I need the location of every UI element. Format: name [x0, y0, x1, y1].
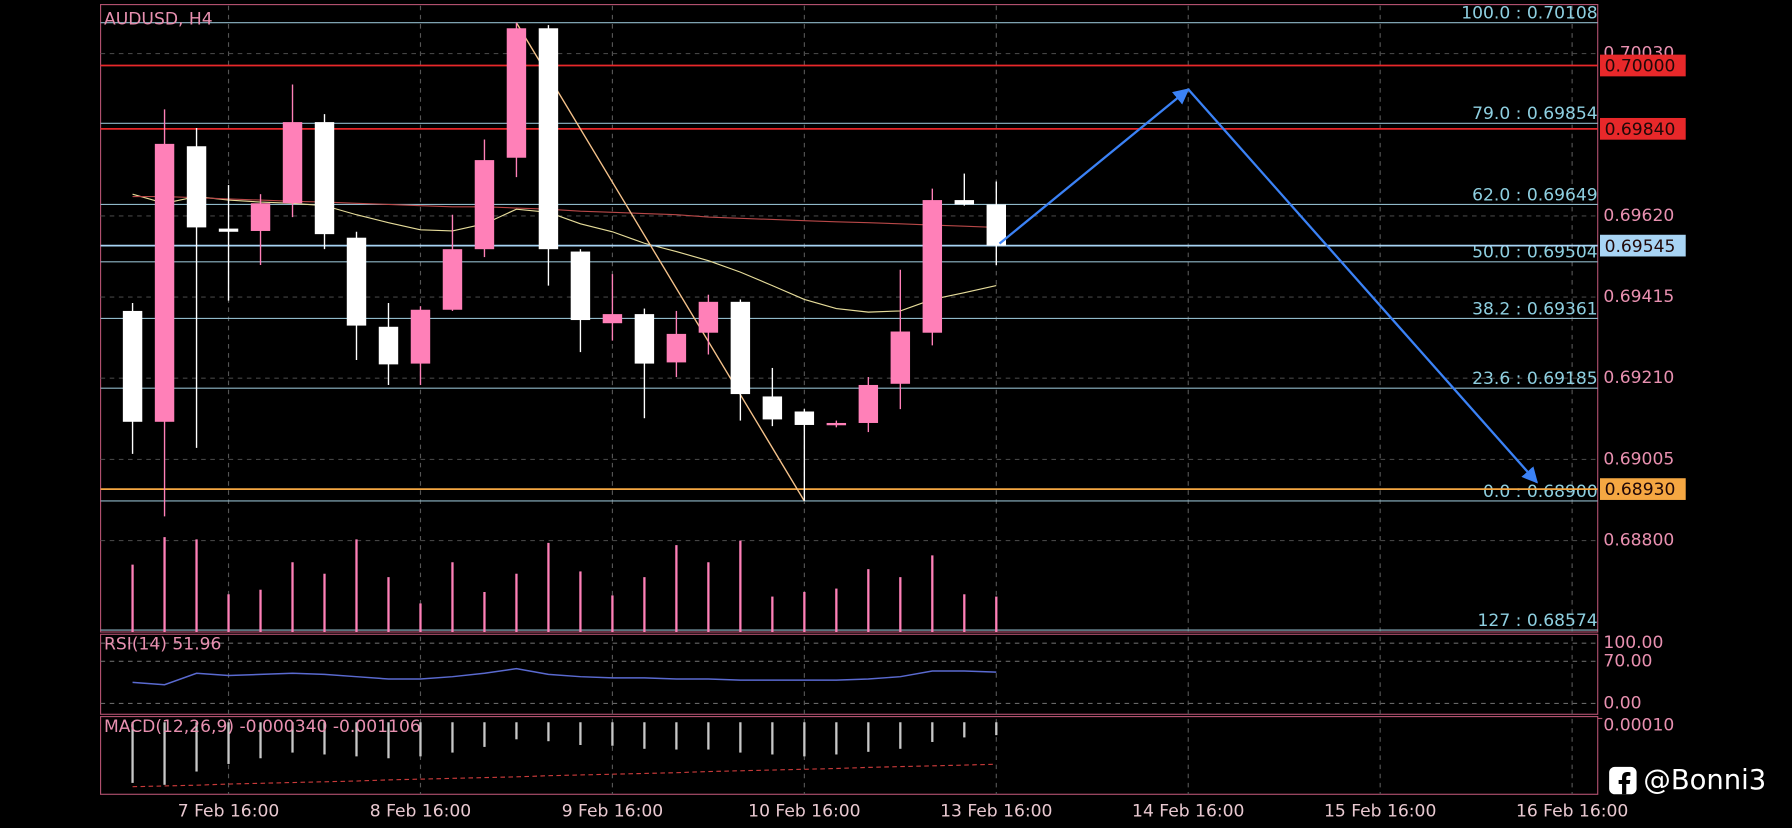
candle-body — [986, 204, 1007, 246]
y-tick-label: 0.68800 — [1603, 531, 1674, 551]
candle-body — [954, 200, 975, 205]
candle-body — [378, 326, 399, 365]
rsi-tick-label: 70.00 — [1603, 651, 1652, 671]
chart-title: AUDUSD, H4 — [104, 9, 213, 29]
price-box — [1600, 234, 1686, 257]
rsi-line — [132, 667, 997, 686]
candle-body — [538, 28, 559, 250]
rsi-panel — [100, 633, 1599, 715]
price-box-label: 0.70000 — [1605, 57, 1676, 77]
price-box — [1600, 117, 1686, 140]
fib-level-label: 127 : 0.68574 — [1478, 611, 1598, 631]
candle-body — [250, 203, 271, 231]
price-box — [1600, 478, 1686, 500]
candle-body — [826, 422, 847, 426]
rsi-title: RSI(14) 51.96 — [104, 635, 221, 655]
candle-body — [314, 122, 335, 235]
fib-level-label: 79.0 : 0.69854 — [1472, 104, 1598, 124]
projection-arrow — [1187, 88, 1538, 484]
watermark: @Bonni3 — [1609, 765, 1766, 796]
macd-signal — [132, 763, 997, 788]
macd-title: MACD(12,26,9) -0.000340 -0.001106 — [104, 717, 421, 737]
candle-body — [698, 301, 719, 333]
fib-level-label: 38.2 : 0.69361 — [1472, 299, 1598, 319]
candle-body — [122, 310, 143, 422]
candle-body — [570, 251, 591, 321]
candle-body — [282, 122, 303, 204]
fib-level-label: 50.0 : 0.69504 — [1472, 243, 1598, 263]
rsi-tick-label: 100.00 — [1603, 633, 1663, 653]
moving-average — [132, 193, 997, 313]
watermark-text: @Bonni3 — [1643, 765, 1766, 796]
candle-body — [442, 249, 463, 310]
y-tick-label: 0.69210 — [1603, 368, 1674, 388]
macd-tick-label: 0.00010 — [1603, 715, 1674, 735]
candle-body — [794, 411, 815, 425]
y-tick-label: 0.69415 — [1603, 287, 1674, 307]
fib-level-label: 62.0 : 0.69649 — [1472, 185, 1598, 205]
x-tick-label: 10 Feb 16:00 — [748, 801, 860, 821]
price-box — [1600, 54, 1686, 77]
fib-level-label: 0.0 : 0.68900 — [1483, 482, 1598, 502]
price-box-label: 0.69840 — [1605, 120, 1676, 140]
candle-body — [890, 331, 911, 384]
price-box-label: 0.69545 — [1605, 237, 1676, 257]
facebook-f — [1618, 772, 1631, 795]
candle-body — [410, 309, 431, 364]
trendline — [515, 22, 805, 502]
candle-body — [858, 384, 879, 423]
x-tick-label: 13 Feb 16:00 — [940, 801, 1052, 821]
candle-body — [634, 314, 655, 364]
x-tick-label: 9 Feb 16:00 — [562, 801, 663, 821]
x-tick-label: 16 Feb 16:00 — [1516, 801, 1628, 821]
rsi-tick-label: 0.00 — [1603, 693, 1641, 713]
fib-level-label: 23.6 : 0.69185 — [1472, 369, 1598, 389]
y-tick-label: 0.69620 — [1603, 206, 1674, 226]
price-box-label: 0.68930 — [1605, 480, 1676, 500]
x-tick-label: 14 Feb 16:00 — [1132, 801, 1244, 821]
candle-body — [346, 237, 367, 326]
candle-body — [474, 160, 495, 250]
candle-body — [922, 200, 943, 333]
fib-level-label: 100.0 : 0.70108 — [1461, 4, 1598, 24]
candle-body — [602, 314, 623, 324]
moving-average — [132, 195, 997, 228]
candle-body — [186, 146, 207, 228]
x-tick-label: 7 Feb 16:00 — [178, 801, 279, 821]
macd-panel — [100, 715, 1599, 795]
candle-body — [762, 396, 783, 420]
x-tick-label: 15 Feb 16:00 — [1324, 801, 1436, 821]
candle-body — [506, 28, 527, 158]
projection-arrow — [998, 88, 1190, 245]
y-tick-label: 0.69005 — [1603, 449, 1674, 469]
candle-body — [154, 143, 175, 422]
x-tick-label: 8 Feb 16:00 — [370, 801, 471, 821]
candle-body — [218, 228, 239, 232]
candle-body — [730, 301, 751, 395]
candle-body — [666, 333, 687, 363]
